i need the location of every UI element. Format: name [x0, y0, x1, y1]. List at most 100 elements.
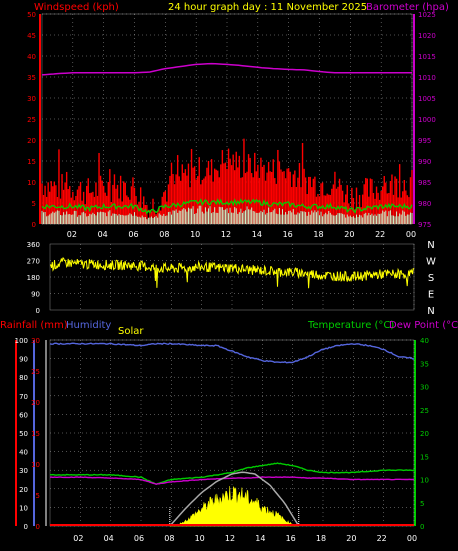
- wind-tick-label: 50: [27, 11, 36, 19]
- solar-max-curve: [169, 471, 300, 527]
- humidity-tick-label: 60: [19, 411, 28, 419]
- wind-tick-label: 10: [27, 179, 36, 187]
- baro-tick-label: 1000: [418, 116, 436, 124]
- temp-tick-label: 15: [420, 453, 429, 461]
- baro-tick-label: 985: [418, 179, 431, 187]
- temp-tick-label: 20: [420, 430, 429, 438]
- compass-label: W: [426, 257, 436, 268]
- rain-tick-label: 30: [31, 337, 40, 345]
- baro-tick-label: 1025: [418, 11, 436, 19]
- x-tick-label: 20: [346, 534, 356, 543]
- solar-label: Solar: [118, 326, 144, 337]
- x-tick-label: 02: [67, 230, 77, 239]
- x-tick-label: 14: [255, 534, 265, 543]
- temp-tick-label: 5: [420, 500, 424, 508]
- barometer-line: [41, 62, 412, 76]
- dewpoint-line: [49, 476, 415, 485]
- direction-tick-label: 90: [31, 291, 40, 299]
- compass-label: N: [427, 240, 434, 251]
- baro-tick-label: 990: [418, 158, 431, 166]
- x-tick-label: 00: [407, 534, 417, 543]
- solar-area: [169, 485, 299, 527]
- wind-tick-label: 15: [27, 158, 36, 166]
- wind-tick-label: 45: [27, 32, 36, 40]
- rain-tick-label: 20: [31, 399, 40, 407]
- humidity-tick-label: 10: [19, 504, 28, 512]
- rain-tick-label: 25: [31, 368, 40, 376]
- x-axis-labels-top: 02 04 06 08 10 12 14 16 18 20 22 00: [67, 230, 416, 239]
- x-tick-label: 02: [73, 534, 83, 543]
- x-tick-label: 12: [225, 534, 235, 543]
- graph-title: 24 hour graph day : 11 November 2025: [168, 2, 367, 13]
- temp-tick-label: 25: [420, 407, 429, 415]
- x-tick-label: 08: [159, 230, 169, 239]
- humidity-tick-label: 90: [19, 356, 28, 364]
- rain-tick-label: 10: [31, 461, 40, 469]
- x-tick-label: 04: [98, 230, 108, 239]
- baro-tick-label: 1020: [418, 32, 436, 40]
- direction-tick-label: 270: [27, 258, 40, 266]
- temp-tick-label: 30: [420, 384, 429, 392]
- humidity-tick-label: 40: [19, 449, 28, 457]
- barometer-axis-label: Barometer (hpa): [366, 2, 449, 13]
- x-axis-labels-bottom: 02 04 06 08 10 12 14 16 18 20 22 00: [73, 534, 417, 543]
- wind-tick-label: 35: [27, 74, 36, 82]
- temp-tick-label: 35: [420, 360, 429, 368]
- humidity-tick-label: 50: [19, 430, 28, 438]
- compass-label: N: [427, 306, 434, 317]
- wind-tick-label: 25: [27, 116, 36, 124]
- temperature-axis-label: Temperature (°C): [307, 320, 394, 331]
- x-tick-label: 10: [195, 534, 205, 543]
- wind-tick-label: 40: [27, 53, 36, 61]
- x-tick-label: 10: [190, 230, 200, 239]
- x-tick-label: 16: [286, 534, 296, 543]
- x-tick-label: 18: [313, 230, 323, 239]
- wind-baro-panel: 0510152025303540455097598098599099510001…: [27, 11, 436, 229]
- wind-tick-label: 30: [27, 95, 36, 103]
- x-tick-label: 14: [252, 230, 262, 239]
- rainfall-axis-label: Rainfall (mm): [0, 320, 68, 331]
- humidity-axis-label: Humidity: [66, 320, 111, 331]
- rain-tick-label: 0: [36, 523, 40, 531]
- dewpoint-axis-label: Dew Point (°C): [389, 320, 458, 331]
- humidity-tick-label: 70: [19, 393, 28, 401]
- x-tick-label: 08: [164, 534, 174, 543]
- baro-tick-label: 1015: [418, 53, 436, 61]
- wind-tick-label: 5: [32, 200, 36, 208]
- baro-tick-label: 995: [418, 137, 431, 145]
- baro-tick-label: 1010: [418, 74, 436, 82]
- wind-tick-label: 0: [32, 221, 36, 229]
- rain-tick-label: 15: [31, 430, 40, 438]
- x-tick-label: 06: [134, 534, 144, 543]
- baro-tick-label: 1005: [418, 95, 436, 103]
- avg-wind-line: [41, 198, 413, 215]
- wind-tick-label: 20: [27, 137, 36, 145]
- humidity-tick-label: 80: [19, 374, 28, 382]
- x-tick-label: 00: [406, 230, 416, 239]
- rain-tick-label: 5: [36, 492, 40, 500]
- x-tick-label: 20: [344, 230, 354, 239]
- temperature-line: [49, 462, 415, 485]
- direction-tick-label: 180: [27, 274, 40, 282]
- direction-tick-label: 0: [36, 307, 40, 315]
- temp-tick-label: 40: [420, 337, 429, 345]
- wind-direction-trace: [49, 257, 415, 289]
- x-tick-label: 12: [221, 230, 231, 239]
- direction-tick-label: 360: [27, 241, 40, 249]
- humidity-tick-label: 20: [19, 486, 28, 494]
- x-tick-label: 22: [377, 534, 387, 543]
- x-tick-label: 22: [375, 230, 385, 239]
- humidity-tick-label: 0: [24, 523, 28, 531]
- humidity-tick-label: 30: [19, 467, 28, 475]
- compass-label: S: [428, 273, 434, 284]
- x-tick-label: 18: [316, 534, 326, 543]
- x-tick-label: 16: [283, 230, 293, 239]
- baro-tick-label: 975: [418, 221, 431, 229]
- x-tick-label: 06: [128, 230, 138, 239]
- windspeed-axis-label: Windspeed (kph): [34, 2, 119, 13]
- compass-label: E: [428, 290, 434, 301]
- humidity-tick-label: 100: [15, 337, 28, 345]
- x-tick-label: 04: [104, 534, 114, 543]
